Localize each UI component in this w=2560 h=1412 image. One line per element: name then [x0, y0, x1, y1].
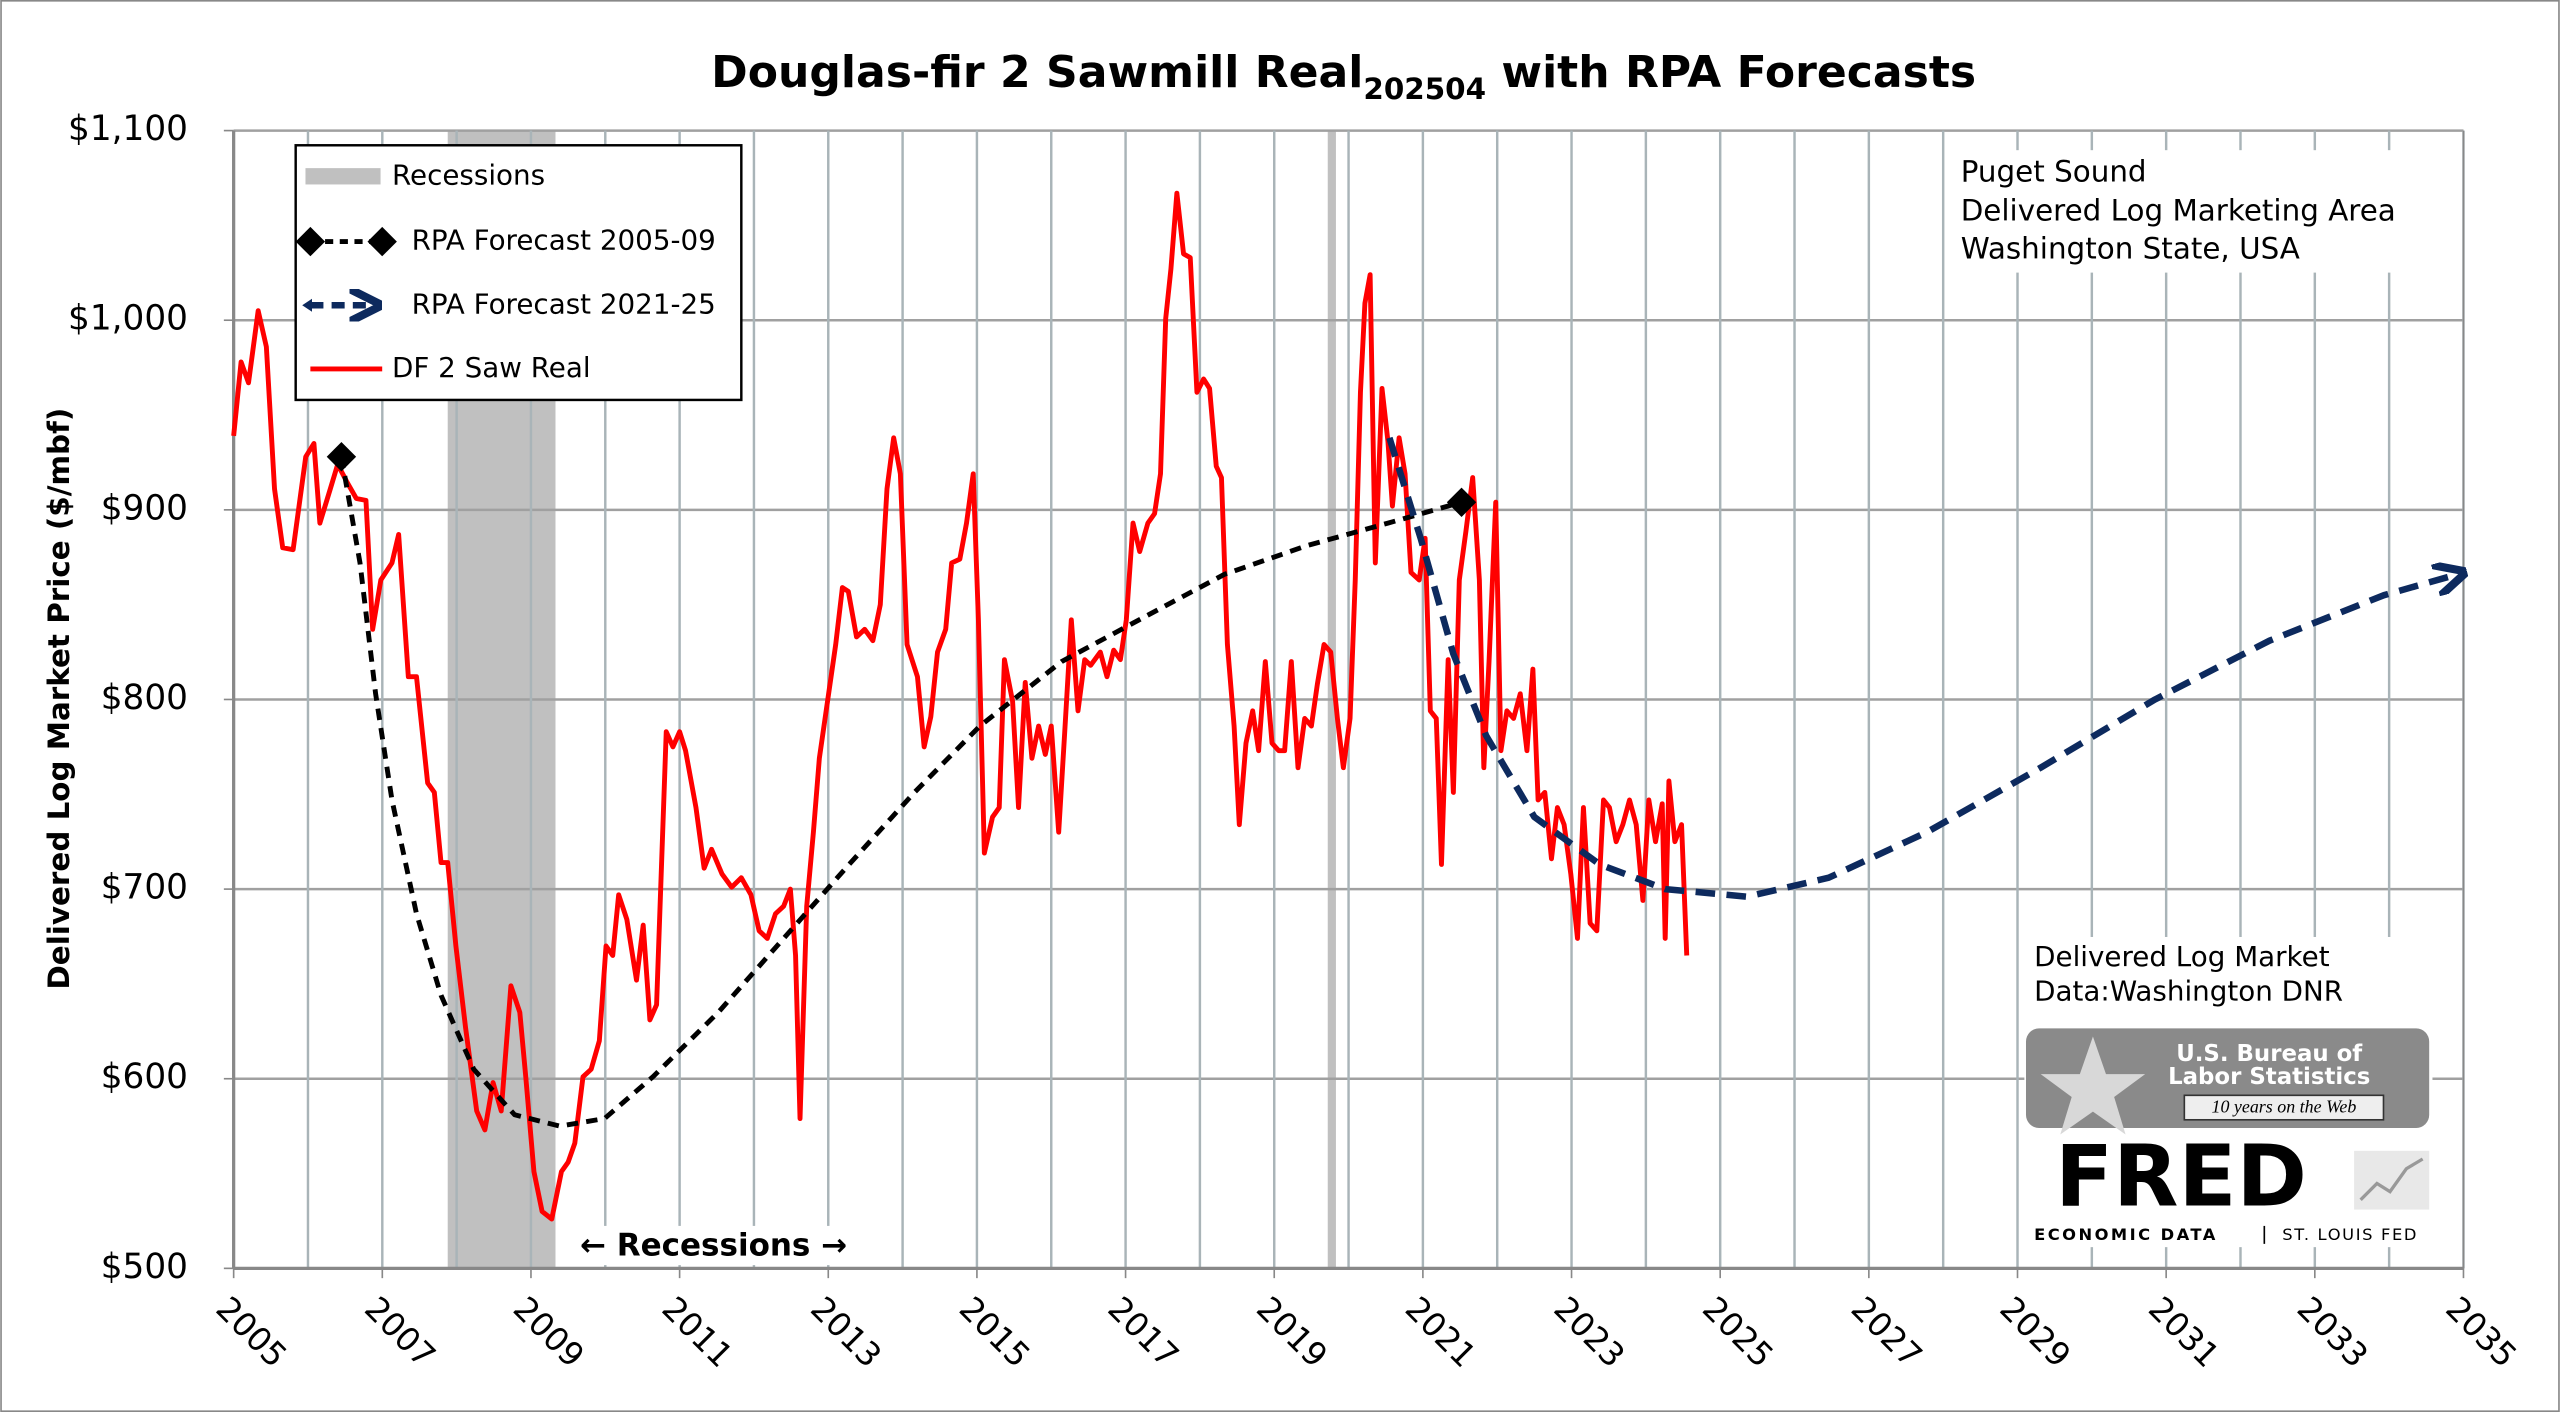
- annotation: Puget Sound: [1961, 155, 2147, 189]
- fred-logo: FRED: [2055, 1127, 2307, 1226]
- recession-note: ← Recessions →: [580, 1228, 847, 1264]
- annotation: Washington State, USA: [1961, 231, 2300, 265]
- y-tick-label: $500: [101, 1247, 188, 1287]
- fred-sub: ST. LOUIS FED: [2282, 1225, 2418, 1244]
- annotation: Delivered Log Market: [2034, 940, 2330, 973]
- y-tick-label: $1,100: [68, 109, 188, 149]
- bls-star: [2040, 1036, 2146, 1135]
- fred-sub: ECONOMIC DATA: [2034, 1225, 2218, 1244]
- marker: [326, 442, 357, 472]
- source-note: Delivered Log Market Data:Washington DNR…: [2024, 936, 2433, 1248]
- series-line: [1386, 436, 2457, 900]
- y-axis-label: Delivered Log Market Price ($/mbf): [42, 408, 76, 990]
- title-subscript: 202504: [1363, 71, 1486, 105]
- legend: Recessions RPA Forecast 2005-09 RPA Foreca…: [294, 144, 743, 402]
- legend-swatch: [305, 168, 381, 185]
- y-tick-label: $800: [101, 678, 188, 718]
- legend-box: [294, 144, 743, 402]
- title-main: Douglas-fir 2 Sawmill Real: [711, 47, 1363, 98]
- marker: [1446, 487, 1477, 517]
- plot: [231, 190, 2458, 1222]
- legend-label: DF 2 Saw Real: [392, 351, 591, 384]
- bls-text: 10 years on the Web: [2212, 1097, 2357, 1117]
- marker: [295, 226, 326, 257]
- note-bg: [565, 1225, 869, 1266]
- bls-ribbon: [2183, 1094, 2385, 1121]
- annotation: Delivered Log Marketing Area: [1961, 194, 2396, 228]
- note-bg: [1950, 150, 2441, 273]
- series-line: [339, 456, 1463, 1129]
- annotation: Data:Washington DNR: [2034, 974, 2343, 1007]
- legend-label: RPA Forecast 2021-25: [412, 287, 716, 320]
- y-tick-label: $700: [101, 868, 188, 908]
- marker: [367, 226, 397, 257]
- bls-text: U.S. Bureau of: [2176, 1041, 2363, 1067]
- title-suffix: with RPA Forecasts: [1486, 47, 1976, 98]
- series-line: [231, 190, 1690, 1222]
- region-note: Puget Sound Delivered Log Marketing Area…: [1950, 150, 2441, 273]
- fred-icon-line: [2359, 1157, 2424, 1201]
- y-tick-label: $1,000: [68, 299, 188, 339]
- legend-label: RPA Forecast 2005-09: [412, 224, 716, 257]
- chart-title: Douglas-fir 2 Sawmill Real202504 with RP…: [711, 47, 1976, 105]
- y-tick-label: $900: [101, 488, 188, 528]
- y-tick-label: $600: [101, 1057, 188, 1097]
- legend-label: Recessions: [392, 158, 545, 191]
- bls-text: Labor Statistics: [2168, 1064, 2370, 1090]
- fred-icon: [2354, 1150, 2430, 1210]
- legend-swatch: [302, 298, 313, 312]
